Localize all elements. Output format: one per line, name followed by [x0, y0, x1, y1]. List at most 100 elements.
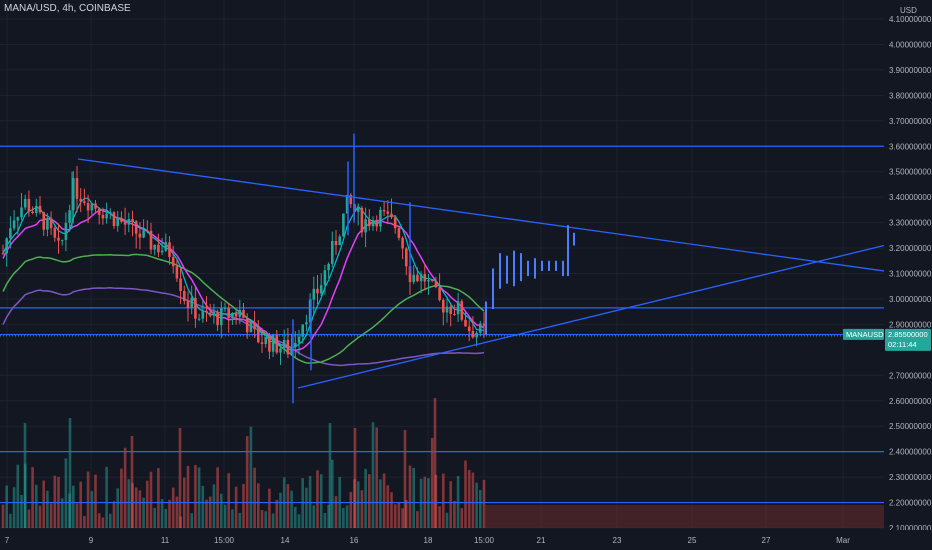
- candle-body: [290, 346, 293, 355]
- time-tick-label: 15:00: [214, 536, 235, 545]
- candle-body: [190, 297, 193, 309]
- volume-bar: [408, 465, 412, 528]
- candle-body: [271, 335, 275, 352]
- candle-body: [231, 313, 234, 318]
- volume-bar: [342, 507, 345, 528]
- trendlines[interactable]: [77, 158, 885, 389]
- volume-bar: [312, 505, 316, 528]
- volume-bar: [27, 509, 31, 528]
- candle-body: [445, 306, 449, 313]
- candle-body: [216, 311, 219, 326]
- candle-body: [53, 228, 57, 238]
- candle-body: [427, 280, 430, 282]
- price-tick-label: 2.50000000: [889, 422, 932, 431]
- volume-bar: [68, 418, 72, 528]
- volume-bar: [257, 483, 260, 528]
- candle-body: [220, 308, 223, 326]
- descending-trendline[interactable]: [77, 158, 885, 272]
- price-badge: [885, 328, 931, 351]
- volume-bar: [260, 510, 264, 528]
- volume-bar: [5, 485, 8, 528]
- candle-body: [112, 212, 116, 227]
- candle-body: [382, 209, 386, 212]
- volume-bar: [20, 494, 23, 528]
- volume-bar: [275, 499, 279, 528]
- candle-body: [242, 309, 245, 318]
- volume-bar: [467, 469, 471, 528]
- candle-body: [467, 326, 471, 332]
- ticker-badge-label: MANAUSD: [846, 330, 884, 339]
- volume-bar: [297, 514, 301, 528]
- volume-bar: [194, 464, 197, 528]
- candle-body: [286, 339, 290, 355]
- time-tick-label: 14: [281, 536, 290, 545]
- candle-body: [379, 209, 382, 227]
- volume-bar: [101, 517, 105, 528]
- volume-bar: [356, 481, 360, 528]
- volume-bar: [53, 475, 57, 528]
- volume-bar: [249, 426, 253, 528]
- price-tick-label: 3.70000000: [889, 117, 932, 126]
- volume-bar: [216, 467, 219, 528]
- price-tick-label: 3.00000000: [889, 295, 932, 304]
- candle-body: [60, 239, 64, 241]
- volume-bar: [386, 485, 390, 528]
- candle-body: [312, 288, 316, 300]
- price-badge-value: 2.85500000: [888, 330, 928, 339]
- volume-bar: [109, 513, 112, 528]
- candle-body: [338, 236, 341, 246]
- candle-body: [223, 308, 227, 310]
- time-axis[interactable]: 7 9 11 15:00 14 16 18 15:00 21 23 25 27 Mar: [0, 530, 932, 550]
- volume-bar: [186, 465, 190, 528]
- symbol-title: MANA/USD, 4h, COINBASE: [4, 3, 131, 14]
- volume-bar: [264, 511, 267, 528]
- candle-body: [360, 207, 364, 233]
- candle-body: [23, 198, 27, 208]
- currency-label: USD: [900, 6, 917, 15]
- volume-bar: [453, 500, 456, 528]
- candle-body: [1, 253, 5, 255]
- price-tick-label: 3.30000000: [889, 219, 932, 228]
- volume-bar: [464, 460, 467, 528]
- candle-body: [186, 300, 190, 309]
- volume-bar: [253, 467, 256, 528]
- price-tick-label: 2.40000000: [889, 448, 932, 457]
- volume-bar: [120, 468, 123, 528]
- ascending-trendline[interactable]: [297, 244, 885, 389]
- volume-bar: [308, 475, 312, 528]
- candle-body: [345, 194, 349, 214]
- candle-body: [208, 312, 212, 316]
- candle-body: [331, 241, 334, 264]
- volume-bar: [130, 436, 134, 528]
- candle-body: [27, 198, 31, 212]
- candle-body: [49, 218, 53, 229]
- time-tick-label: 25: [688, 536, 697, 545]
- candle-body: [179, 278, 182, 292]
- price-tick-label: 2.30000000: [889, 473, 932, 482]
- candle-body: [294, 343, 297, 347]
- volume-bar: [149, 471, 153, 528]
- candle-body: [375, 220, 378, 227]
- candle-body: [105, 213, 108, 219]
- candle-body: [368, 219, 371, 227]
- volume-bar: [227, 473, 230, 528]
- volume-bar: [479, 489, 482, 528]
- volume-bar: [368, 474, 371, 528]
- time-tick-label: 15:00: [474, 536, 495, 545]
- volume-bar: [379, 479, 382, 528]
- candle-body: [20, 207, 23, 218]
- candle-body: [127, 219, 131, 225]
- volume-bar: [334, 496, 338, 528]
- volume-bar: [12, 487, 16, 528]
- volume-bar: [205, 499, 208, 528]
- time-tick-label: 16: [350, 536, 359, 545]
- volume-bar: [127, 479, 131, 528]
- volume-bar: [79, 481, 82, 528]
- volume-bar: [94, 474, 97, 528]
- volume-bar: [146, 480, 149, 528]
- horizontal-levels[interactable]: [0, 145, 884, 504]
- candle-body: [9, 228, 12, 239]
